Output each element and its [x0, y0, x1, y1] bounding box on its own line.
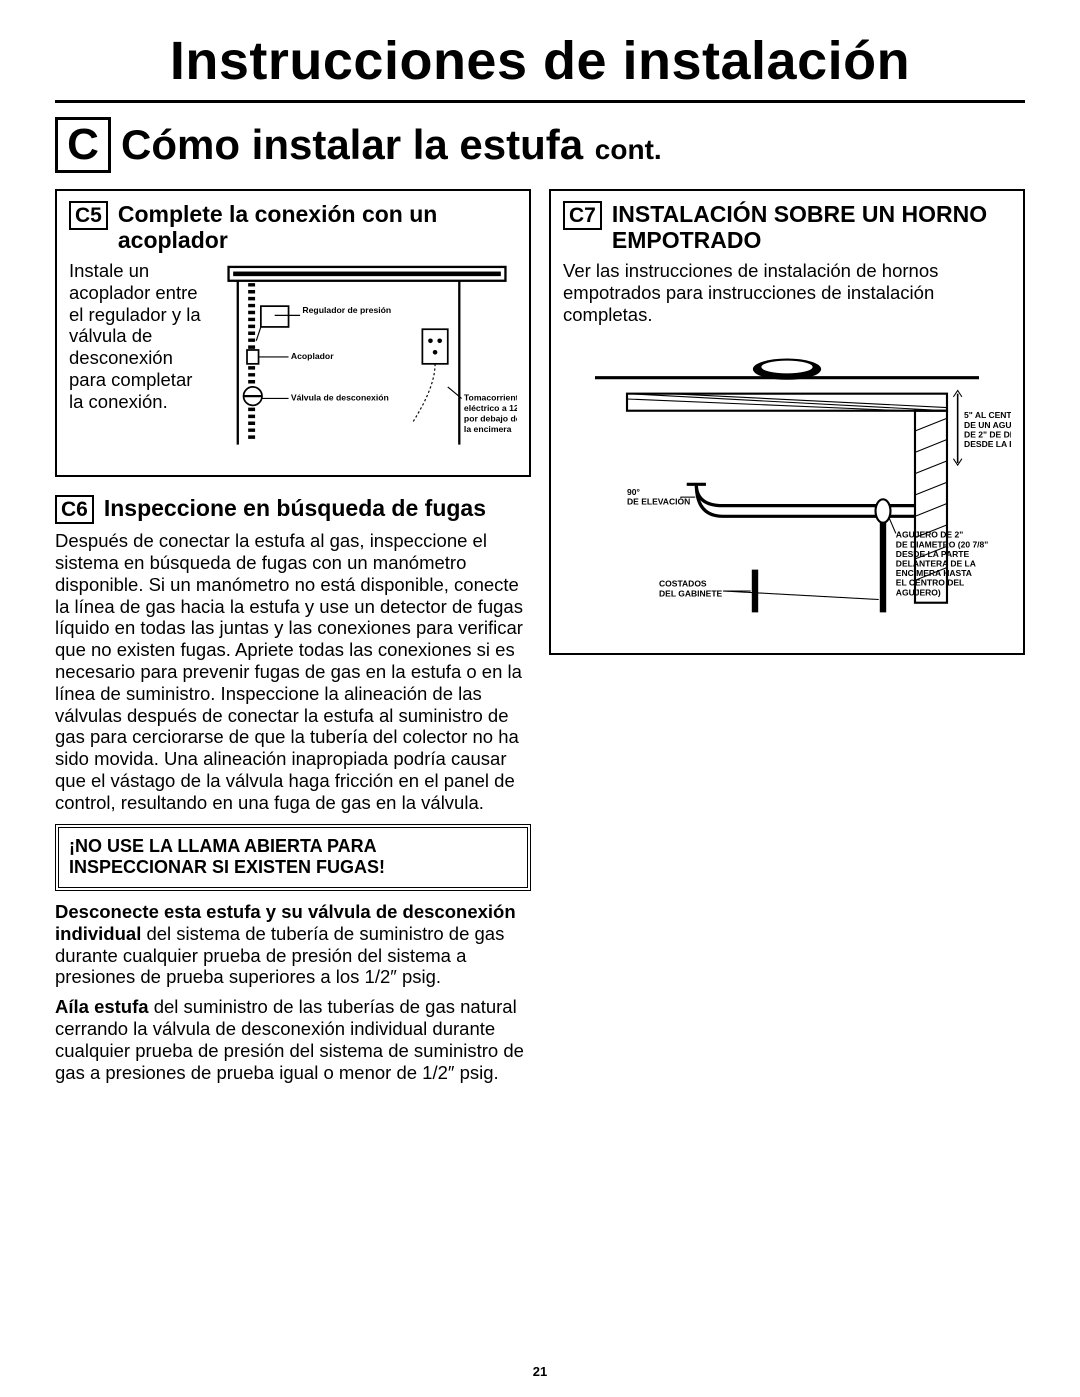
fig-label-valve: Válvula de desconexión: [291, 393, 389, 403]
step-c5-body: Instale un acoplador entre el regulador …: [69, 260, 517, 461]
step-c6-para1: Después de conectar la estufa al gas, in…: [55, 530, 531, 814]
step-c7-code: C7: [563, 201, 602, 230]
step-c5-head: C5 Complete la conexión con un acoplador: [69, 201, 517, 254]
step-c6-code: C6: [55, 495, 94, 524]
fig-label-cabinet: COSTADOS DEL GABINETE: [659, 579, 723, 599]
step-c7-head: C7 INSTALACIÓN SOBRE UN HORNO EMPOTRADO: [563, 201, 1011, 254]
step-c5-text: Instale un acoplador entre el regulador …: [69, 260, 209, 413]
section-title-cont: cont.: [595, 134, 662, 165]
oven-diagram: 5" AL CENTRO DE UN AGUJERO DE 2" DE DIAM…: [563, 335, 1011, 639]
step-c7-title: INSTALACIÓN SOBRE UN HORNO EMPOTRADO: [612, 201, 1011, 254]
step-c5-code: C5: [69, 201, 108, 230]
fig-label-5in: 5" AL CENTRO DE UN AGUJERO DE 2" DE DIAM…: [964, 411, 1011, 450]
step-c6-para3: Aíla estufa del suministro de las tuberí…: [55, 996, 531, 1083]
right-column: C7 INSTALACIÓN SOBRE UN HORNO EMPOTRADO …: [549, 189, 1025, 1084]
page-number: 21: [0, 1364, 1080, 1379]
fig-label-coupler: Acoplador: [291, 351, 334, 361]
content-columns: C5 Complete la conexión con un acoplador…: [55, 189, 1025, 1084]
fig-label-hole: AGUJERO DE 2" DE DIAMETRO (20 7/8" DESDE…: [896, 530, 991, 598]
main-title: Instrucciones de instalación: [55, 30, 1025, 92]
step-c5-title: Complete la conexión con un acoplador: [118, 201, 517, 254]
section-title: Cómo instalar la estufa cont.: [121, 121, 662, 169]
step-c6-para2: Desconecte esta estufa y su válvula de d…: [55, 901, 531, 988]
step-c5-box: C5 Complete la conexión con un acoplador…: [55, 189, 531, 477]
fig-label-outlet: Tomacorriente eléctrico a 12" por debajo…: [464, 393, 517, 434]
left-column: C5 Complete la conexión con un acoplador…: [55, 189, 531, 1084]
section-letter-box: C: [55, 117, 111, 173]
title-rule: [55, 100, 1025, 103]
section-title-main: Cómo instalar la estufa: [121, 121, 583, 168]
flame-warning-box: ¡NO USE LA LLAMA ABIERTA PARA INSPECCION…: [55, 824, 531, 891]
step-c6-head: C6 Inspeccione en búsqueda de fugas: [55, 495, 531, 524]
step-c7-para: Ver las instrucciones de instalación de …: [563, 260, 1011, 325]
fig-label-regulator: Regulador de presión: [302, 305, 391, 315]
coupler-diagram: Regulador de presión Acoplador Válvula d…: [217, 260, 517, 461]
step-c6-title: Inspeccione en búsqueda de fugas: [104, 495, 486, 521]
section-heading: C Cómo instalar la estufa cont.: [55, 117, 1025, 173]
step-c6-para3-bold: Aíla estufa: [55, 996, 149, 1017]
step-c6: C6 Inspeccione en búsqueda de fugas Desp…: [55, 495, 531, 1084]
step-c7-box: C7 INSTALACIÓN SOBRE UN HORNO EMPOTRADO …: [549, 189, 1025, 655]
